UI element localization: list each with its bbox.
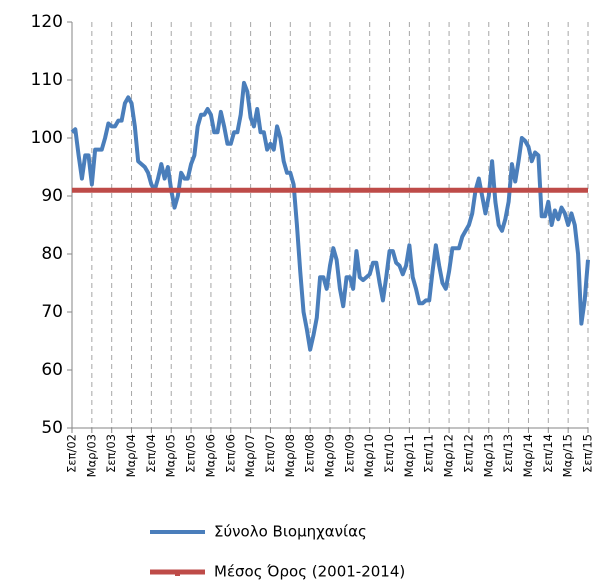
x-tick-label: Μαρ/07 [243,434,257,477]
x-tick-label: Μαρ/05 [164,434,178,477]
x-tick-label: Σεπ/10 [382,434,396,473]
x-tick-label: Σεπ/12 [461,434,475,473]
x-tick-label: Σεπ/09 [342,434,356,473]
x-tick-label: Μαρ/14 [521,434,535,477]
x-tick-label: Μαρ/10 [362,434,376,477]
x-tick-label: Μαρ/12 [442,434,456,477]
y-tick-label: 80 [41,244,63,264]
x-tick-label: Σεπ/08 [303,434,317,473]
x-tick-label: Μαρ/13 [481,434,495,477]
x-tick-label: Μαρ/06 [203,434,217,477]
x-tick-label: Σεπ/02 [65,434,79,473]
x-tick-label: Σεπ/04 [144,434,158,473]
x-tick-label: Σεπ/03 [104,434,118,473]
x-tick-label: Σεπ/05 [184,434,198,473]
legend-marker [175,574,180,576]
x-tick-label: Σεπ/13 [501,434,515,473]
y-tick-label: 110 [31,70,63,90]
legend-label: Σύνολο Βιομηχανίας [214,523,367,541]
x-tick-label: Σεπ/15 [581,434,595,473]
x-tick-label: Σεπ/14 [541,434,555,473]
x-tick-label: Μαρ/09 [323,434,337,477]
x-tick-label: Μαρ/04 [124,434,138,477]
x-tick-label: Σεπ/06 [223,434,237,473]
y-tick-label: 70 [41,302,63,322]
y-tick-label: 100 [31,128,63,148]
x-tick-label: Μαρ/03 [84,434,98,477]
x-tick-label: Σεπ/07 [263,434,277,473]
x-tick-label: Μαρ/08 [283,434,297,477]
series-line [70,80,590,352]
x-tick-label: Μαρ/11 [402,434,416,477]
y-tick-label: 120 [31,12,63,32]
y-tick-label: 50 [41,418,63,438]
legend-label: Μέσος Όρος (2001-2014) [214,563,405,581]
x-tick-label: Σεπ/11 [422,434,436,473]
y-tick-label: 60 [41,360,63,380]
x-tick-label: Μαρ/15 [561,434,575,477]
y-tick-label: 90 [41,186,63,206]
